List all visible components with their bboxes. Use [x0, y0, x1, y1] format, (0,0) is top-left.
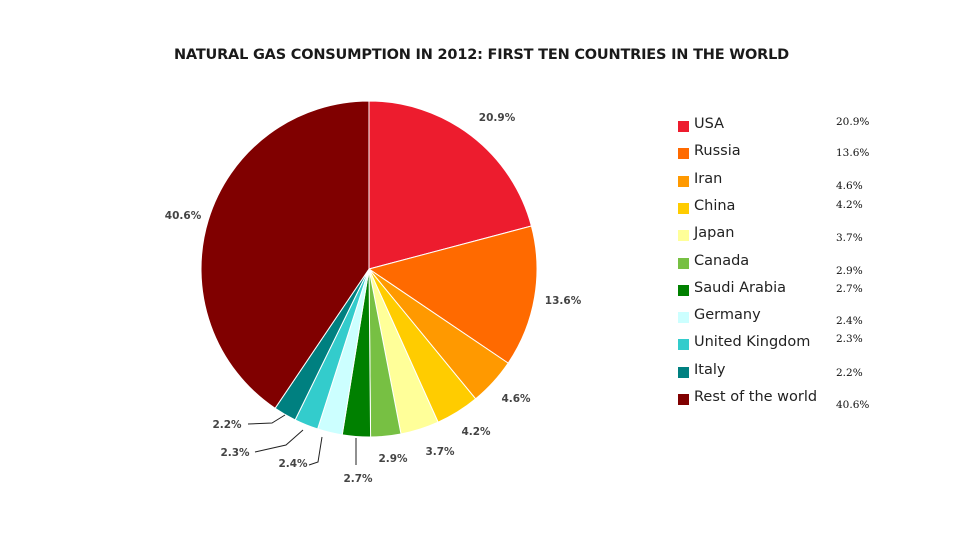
legend-value: 20.9%: [836, 116, 869, 128]
legend-value: 2.2%: [836, 367, 863, 379]
legend-swatch: [678, 394, 689, 405]
legend-swatch: [678, 176, 689, 187]
legend-value: 4.2%: [836, 199, 863, 211]
legend-label: Canada: [694, 253, 749, 269]
legend-value: 2.9%: [836, 265, 863, 277]
slice-label: 2.9%: [378, 453, 408, 465]
slice-label: 2.7%: [343, 473, 373, 485]
slice-label: 2.3%: [220, 447, 250, 459]
slice-label: 13.6%: [545, 295, 582, 307]
legend-swatch: [678, 367, 689, 378]
legend-value: 4.6%: [836, 180, 863, 192]
legend-label: Italy: [694, 362, 725, 378]
legend-swatch: [678, 121, 689, 132]
legend-label: Rest of the world: [694, 389, 817, 405]
leader-line: [255, 430, 303, 452]
legend-value: 40.6%: [836, 399, 869, 411]
legend-label: Russia: [694, 143, 741, 159]
leader-line: [248, 415, 285, 424]
legend-swatch: [678, 148, 689, 159]
legend-swatch: [678, 230, 689, 241]
slice-label: 4.6%: [501, 393, 531, 405]
slice-label: 2.4%: [278, 458, 308, 470]
slice-label: 40.6%: [165, 210, 202, 222]
legend-label: USA: [694, 116, 724, 132]
legend-swatch: [678, 339, 689, 350]
slice-label: 4.2%: [461, 426, 491, 438]
legend-label: Iran: [694, 171, 722, 187]
slice-label: 3.7%: [425, 446, 455, 458]
leader-line: [309, 437, 322, 465]
slice-label: 2.2%: [212, 419, 242, 431]
legend-label: Germany: [694, 307, 761, 323]
legend-swatch: [678, 285, 689, 296]
legend-label: Japan: [694, 225, 734, 241]
legend-label: Saudi Arabia: [694, 280, 786, 296]
legend-value: 2.4%: [836, 315, 863, 327]
legend-value: 13.6%: [836, 147, 869, 159]
slice-label: 20.9%: [479, 112, 516, 124]
legend-swatch: [678, 258, 689, 269]
legend-label: United Kingdom: [694, 334, 810, 350]
legend-value: 2.7%: [836, 283, 863, 295]
legend-value: 3.7%: [836, 232, 863, 244]
legend-swatch: [678, 312, 689, 323]
legend-swatch: [678, 203, 689, 214]
legend-value: 2.3%: [836, 333, 863, 345]
legend-label: China: [694, 198, 735, 214]
